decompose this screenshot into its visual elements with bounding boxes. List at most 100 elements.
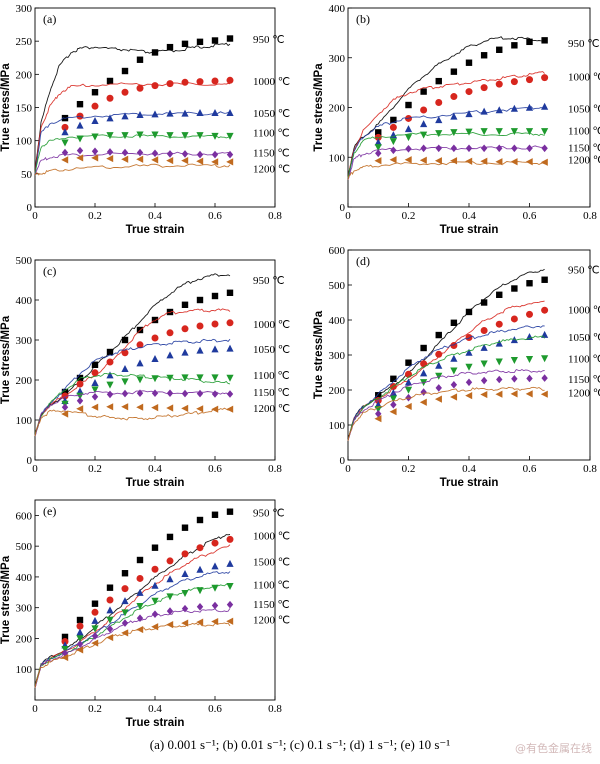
series-curve [347, 71, 545, 179]
chart-panel-3: 0 0.2 0.4 0.6 0.8 0 100 200 300 400 500 True strain… [0, 255, 290, 489]
x-tick-label: 0.6 [208, 703, 222, 715]
series-2: 1000 ℃ [347, 300, 600, 441]
data-point-4 [420, 388, 427, 396]
data-point-9 [181, 132, 189, 140]
data-point-2 [76, 121, 84, 129]
y-tick-label: 0 [340, 455, 346, 467]
plot-frame [34, 7, 276, 208]
x-tick-label: 0.2 [402, 463, 416, 475]
data-point-7 [465, 334, 473, 341]
data-point-9 [495, 158, 503, 166]
y-tick-label: 600 [329, 245, 346, 257]
data-point-4 [106, 403, 114, 411]
data-point-9 [496, 375, 503, 384]
data-point-11 [211, 158, 219, 166]
x-tick-label: 0.4 [148, 463, 162, 475]
chart-panel-5: 0 0.2 0.4 0.6 0.8 100 200 300 400 500 600 True stra… [0, 499, 290, 729]
data-point-1 [374, 138, 382, 146]
series-label: 1100 ℃ [568, 125, 600, 137]
x-tick-label: 0.2 [88, 463, 102, 475]
data-point-1 [61, 139, 69, 147]
y-tick-label: 200 [329, 103, 346, 115]
data-point-11 [525, 158, 533, 166]
data-point-9 [495, 128, 503, 136]
data-point-9 [181, 604, 189, 613]
data-point-5 [435, 331, 442, 339]
data-point-5 [121, 349, 129, 357]
data-point-11 [526, 374, 533, 383]
y-tick-label: 500 [16, 541, 33, 553]
series-label: 1050 ℃ [253, 344, 290, 356]
data-point-3 [91, 154, 99, 162]
series-label: 1050 ℃ [568, 332, 600, 344]
data-point-6 [136, 84, 144, 92]
series-3: 1050 ℃ [347, 325, 600, 441]
data-point-12 [226, 289, 234, 296]
data-point-3 [91, 369, 99, 377]
data-point-12 [540, 158, 548, 166]
data-point-9 [181, 348, 189, 356]
series-label: 1100 ℃ [568, 354, 600, 366]
data-point-9 [181, 109, 189, 117]
data-point-5 [121, 148, 129, 157]
data-point-4 [420, 360, 428, 368]
data-point-9 [181, 590, 189, 598]
data-point-12 [226, 559, 234, 567]
data-point-7 [465, 88, 473, 96]
data-point-4 [420, 369, 428, 377]
data-point-9 [181, 550, 189, 558]
y-tick-label: 200 [329, 385, 346, 397]
data-point-2 [76, 646, 84, 654]
series-label: 1200 ℃ [253, 614, 290, 626]
data-point-10 [510, 357, 518, 365]
data-point-6 [136, 625, 144, 634]
data-point-3 [91, 386, 99, 394]
series-label: 950 ℃ [253, 275, 285, 287]
data-point-4 [106, 114, 114, 122]
data-point-7 [151, 316, 159, 324]
data-point-10 [511, 375, 518, 383]
data-point-1 [61, 148, 69, 157]
data-point-4 [106, 616, 114, 624]
data-point-2 [76, 100, 84, 108]
data-point-5 [121, 67, 129, 75]
data-point-11 [211, 345, 219, 353]
data-point-3 [91, 403, 99, 411]
data-point-5 [435, 144, 442, 153]
y-tick-label: 200 [16, 69, 33, 81]
data-point-10 [510, 128, 518, 136]
data-point-9 [495, 390, 503, 398]
series-5: 1150 ℃ [34, 146, 290, 175]
data-point-12 [226, 35, 234, 42]
data-point-4 [106, 348, 114, 356]
x-tick-label: 0.6 [208, 463, 222, 475]
data-point-8 [166, 351, 174, 359]
data-point-9 [495, 320, 503, 328]
y-tick-label: 100 [16, 664, 33, 676]
data-point-8 [480, 299, 488, 306]
series-label: 1200 ℃ [568, 387, 600, 399]
data-point-12 [541, 128, 549, 136]
data-point-6 [450, 319, 458, 326]
chart-panel-1: 0 0.2 0.4 0.6 0.8 0 50 100 150 200 250 300 True stra… [0, 3, 290, 236]
y-tick-label: 250 [16, 36, 33, 48]
data-point-1 [375, 129, 382, 136]
data-point-10 [196, 516, 204, 524]
data-point-11 [526, 280, 533, 287]
data-point-3 [404, 156, 412, 164]
data-point-11 [211, 374, 219, 382]
data-point-5 [121, 112, 129, 120]
x-axis-label: True strain [126, 717, 185, 729]
data-point-7 [151, 623, 159, 631]
data-point-6 [450, 129, 458, 137]
series-label: 1200 ℃ [253, 164, 290, 176]
data-point-4 [420, 344, 427, 352]
data-point-7 [465, 378, 473, 387]
data-point-6 [136, 359, 144, 367]
data-point-2 [389, 408, 397, 416]
data-point-11 [211, 539, 219, 547]
y-tick-label: 100 [16, 136, 33, 148]
data-point-12 [540, 390, 548, 398]
data-point-2 [389, 156, 397, 164]
y-tick-label: 300 [16, 603, 33, 615]
